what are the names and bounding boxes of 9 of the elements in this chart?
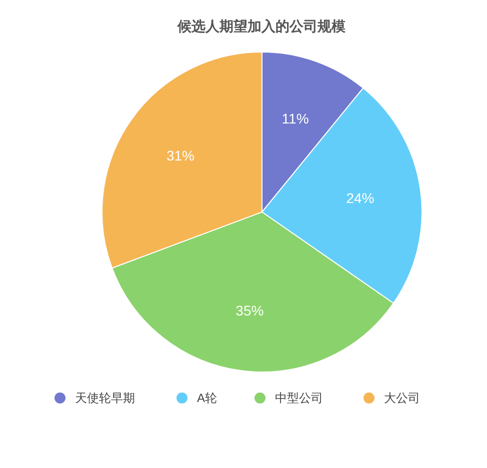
data-label: 11% xyxy=(282,110,309,126)
legend-label: A轮 xyxy=(197,391,218,406)
data-label: 35% xyxy=(236,302,264,318)
legend-label: 大公司 xyxy=(384,391,420,406)
data-label: 31% xyxy=(166,147,195,164)
legend-label: 天使轮早期 xyxy=(75,391,135,406)
legend-label: 中型公司 xyxy=(275,391,323,406)
chart-title: 候选人期望加入的公司规模 xyxy=(176,18,346,34)
data-label: 24% xyxy=(346,190,374,206)
